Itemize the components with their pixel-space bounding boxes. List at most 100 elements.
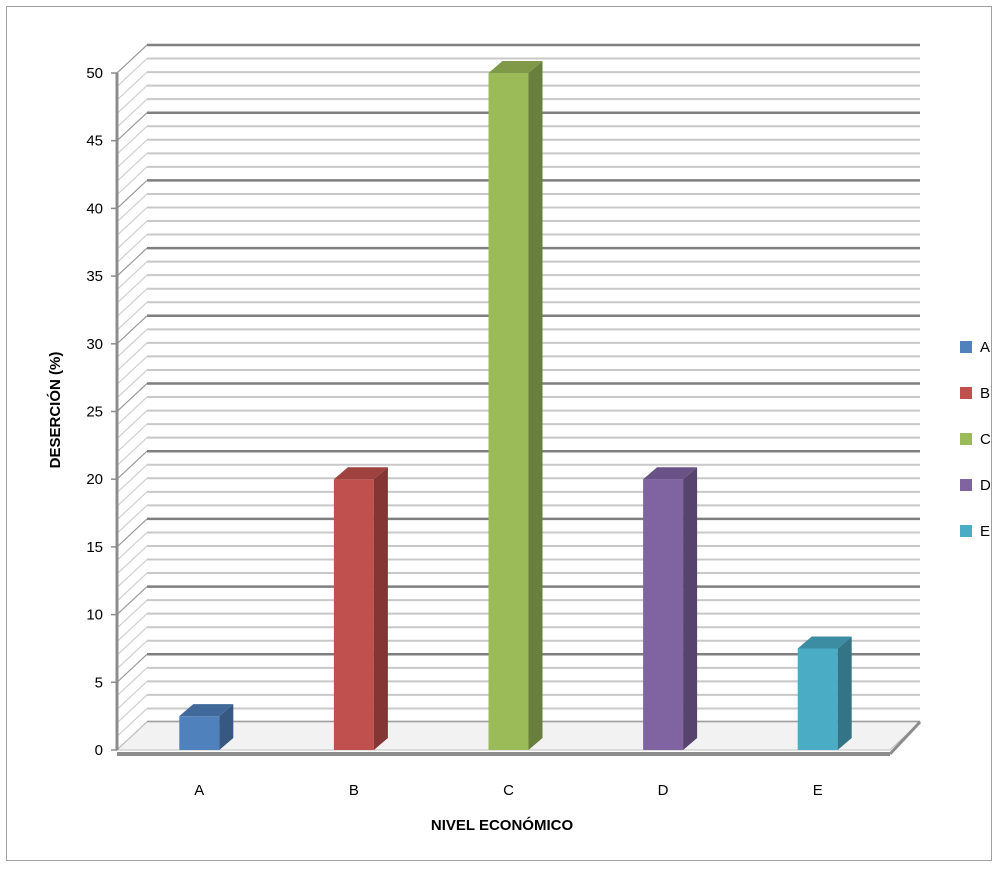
side-gridline [116,315,148,345]
y-tick-label: 10 [86,607,103,624]
side-gridline [116,640,148,670]
side-gridline [116,437,148,467]
y-tick-label: 15 [86,539,103,556]
bar-top [488,61,543,73]
bar-front [333,479,374,750]
y-tick-label: 25 [86,404,103,421]
x-tick-labels: A B C D E [194,782,822,799]
side-gridline [116,694,148,724]
side-gridline [116,559,148,588]
y-tick-label: 40 [86,200,103,217]
legend-swatch [960,387,972,399]
legend-label: D [980,477,991,494]
bar-front [488,73,529,750]
bar-front [179,716,220,750]
bar [488,61,543,750]
legend-label: E [980,523,990,540]
bar-side [683,467,698,750]
side-gridline [116,274,148,304]
side-gridline [116,491,148,521]
side-gridline [116,355,148,385]
side-gridline [116,532,148,561]
side-gridline [116,301,148,331]
bar-front [797,648,838,750]
side-gridline [116,207,148,236]
side-gridline [116,247,148,277]
side-gridline [116,477,148,507]
side-gridline [116,44,148,74]
bar [797,636,852,750]
y-tick-label: 5 [95,674,103,691]
y-tick-label: 45 [86,133,103,150]
side-gridline [116,599,148,629]
side-gridline [116,328,148,358]
x-tick-label: B [349,782,359,799]
side-gridline [116,85,148,115]
bar-front [643,479,684,750]
side-gridline [116,152,148,182]
side-gridline [116,234,148,263]
x-tick-label: C [503,782,514,799]
side-gridline [116,179,148,209]
side-gridline [116,58,148,87]
bar-side [373,467,388,750]
side-gridline [116,518,148,548]
bars [179,61,852,750]
side-gridline [116,261,148,291]
bar [643,467,698,750]
x-tick-label: A [194,782,204,799]
bar-top [333,467,388,480]
legend-swatch [960,479,972,491]
side-gridline [116,545,148,575]
bar-top [179,704,234,717]
side-gridline [116,71,148,101]
side-gridline [116,98,148,128]
legend-swatch [960,341,972,353]
legend: A B C D E [960,339,991,540]
y-tick-label: 30 [86,336,103,353]
y-tick-labels: 0 5 10 15 20 25 30 35 40 45 50 [86,65,117,759]
side-gridline [116,342,148,372]
side-gridline [116,125,148,155]
side-gridline [116,220,148,250]
y-tick-label: 0 [95,742,103,759]
bar-top [797,636,852,649]
side-gridline [116,396,148,426]
bar [179,704,234,750]
side-gridline [116,504,148,534]
legend-label: B [980,385,990,402]
y-tick-label: 50 [86,65,103,82]
side-gridline [116,667,148,697]
bar-top [643,467,698,480]
side-gridline [116,410,148,440]
legend-label: C [980,431,991,448]
side-gridline [116,423,148,453]
side-gridline [116,586,148,616]
side-gridline [116,464,148,494]
side-gridline [116,680,148,710]
side-gridline [116,450,148,480]
side-gridline [116,288,148,318]
legend-swatch [960,433,972,445]
y-tick-label: 35 [86,268,103,285]
x-tick-label: D [658,782,669,799]
side-gridline [116,653,148,683]
side-gridline [116,613,148,643]
side-gridline [116,708,148,737]
legend-label: A [980,339,990,356]
side-gridline [116,139,148,169]
side-gridline [116,626,148,656]
side-gridline [116,383,148,412]
legend-swatch [960,525,972,537]
y-axis-title: DESERCIÓN (%) [46,352,64,469]
x-axis-title: NIVEL ECONÓMICO [431,816,574,834]
bar-side [528,61,543,750]
x-tick-label: E [813,782,823,799]
bar [333,467,388,750]
bar-side [219,704,234,750]
side-gridline [116,369,148,399]
y-tick-label: 20 [86,471,103,488]
side-gridline [116,112,148,142]
side-gridline [116,572,148,602]
